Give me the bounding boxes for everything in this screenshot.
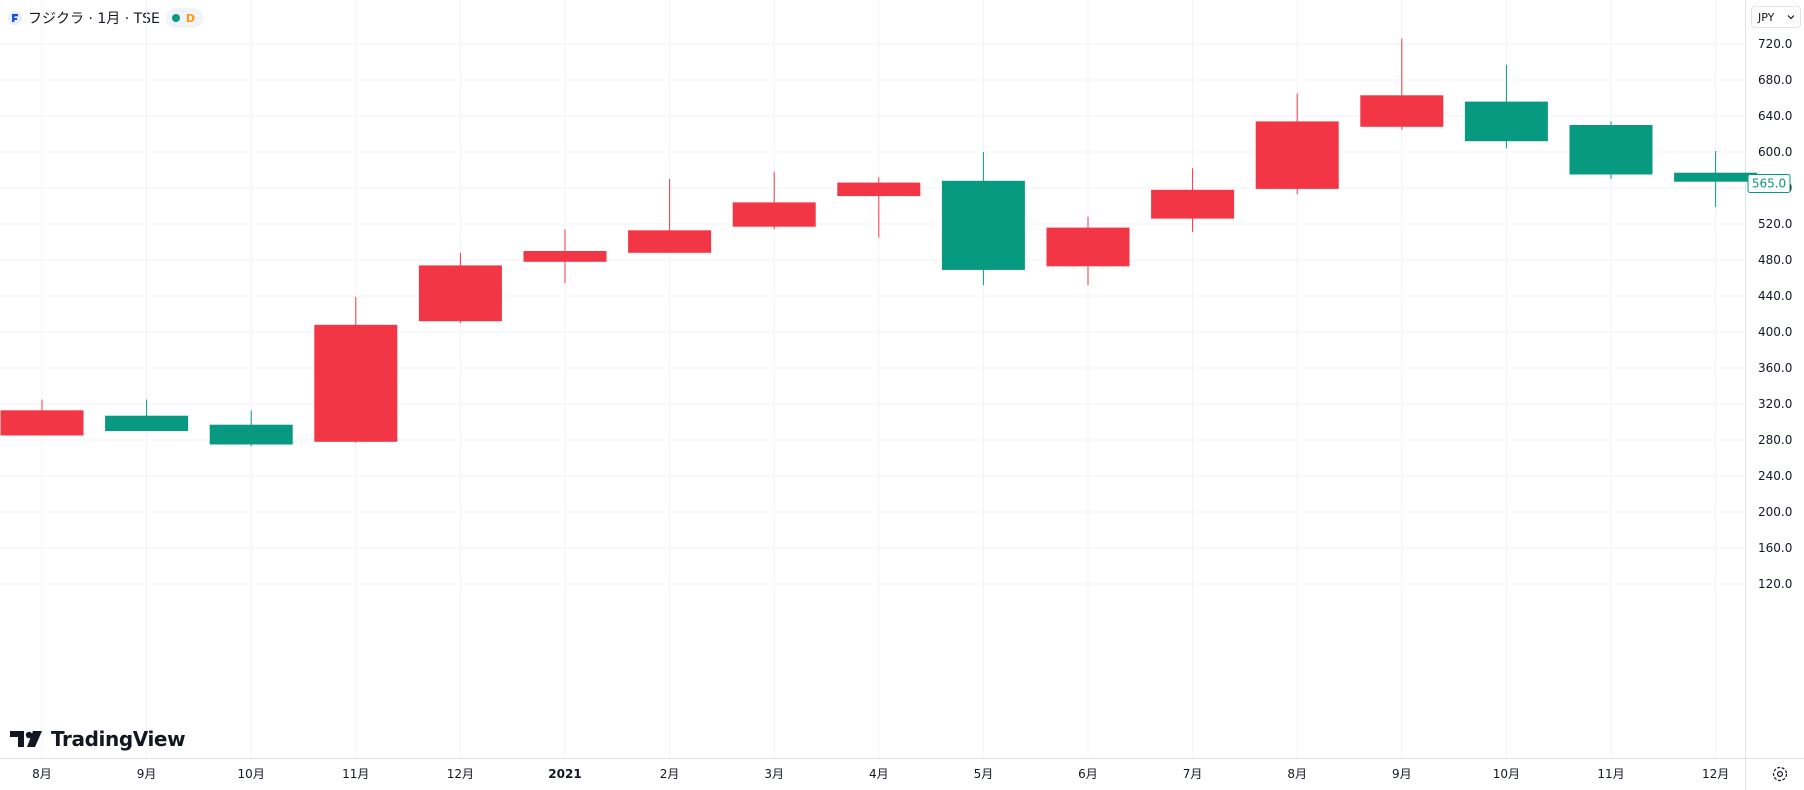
delayed-data-badge: D	[185, 11, 196, 25]
y-tick-label: 440.0	[1758, 289, 1792, 303]
candle-body[interactable]	[732, 202, 816, 227]
y-tick-label: 200.0	[1758, 505, 1792, 519]
x-tick-label: 2021	[548, 767, 581, 781]
candle-body[interactable]	[837, 182, 921, 197]
x-tick-label: 7月	[1183, 767, 1203, 781]
candle-body[interactable]	[105, 415, 189, 431]
x-tick-label: 8月	[1287, 767, 1307, 781]
tradingview-logo-icon	[10, 731, 42, 747]
y-tick-label: 680.0	[1758, 73, 1792, 87]
tradingview-watermark[interactable]: TradingView	[9, 727, 186, 751]
x-tick-label: 12月	[447, 767, 474, 781]
candle-body[interactable]	[1046, 227, 1130, 267]
y-tick-label: 640.0	[1758, 109, 1792, 123]
candle-body[interactable]	[209, 424, 293, 445]
x-tick-label: 9月	[137, 767, 157, 781]
candle-body[interactable]	[1674, 172, 1758, 182]
candle-body[interactable]	[314, 324, 398, 442]
y-tick-label: 600.0	[1758, 145, 1792, 159]
x-tick-label: 10月	[238, 767, 265, 781]
x-tick-label: 10月	[1493, 767, 1520, 781]
candle-body[interactable]	[0, 410, 84, 436]
candle-body[interactable]	[523, 251, 607, 262]
y-tick-label: 520.0	[1758, 217, 1792, 231]
y-tick-label: 480.0	[1758, 253, 1792, 267]
x-tick-label: 9月	[1392, 767, 1412, 781]
y-tick-label: 320.0	[1758, 397, 1792, 411]
candle-body[interactable]	[1360, 95, 1444, 127]
candle-body[interactable]	[628, 230, 712, 253]
x-tick-label: 6月	[1078, 767, 1098, 781]
currency-selector[interactable]: JPY	[1751, 6, 1801, 28]
chevron-down-icon	[1787, 15, 1795, 20]
currency-label: JPY	[1758, 10, 1775, 24]
candle-body[interactable]	[1151, 189, 1235, 219]
symbol-title[interactable]: フジクラ · 1月 · TSE	[28, 11, 160, 27]
candle-body[interactable]	[1255, 121, 1339, 189]
gear-icon[interactable]	[1771, 765, 1789, 783]
fujikura-logo-icon	[8, 11, 22, 25]
y-tick-label: 160.0	[1758, 541, 1792, 555]
y-tick-label: 360.0	[1758, 361, 1792, 375]
last-price-label: 565.0	[1752, 177, 1786, 191]
market-status[interactable]: D	[165, 8, 204, 28]
candle-body[interactable]	[941, 180, 1025, 270]
candle-body[interactable]	[1569, 125, 1653, 175]
x-tick-label: 5月	[974, 767, 994, 781]
watermark-text: TradingView	[51, 727, 186, 751]
y-tick-label: 120.0	[1758, 577, 1792, 591]
candle-body[interactable]	[1464, 101, 1548, 142]
y-tick-label: 240.0	[1758, 469, 1792, 483]
candle-body[interactable]	[418, 265, 502, 322]
y-tick-label: 280.0	[1758, 433, 1792, 447]
last-price-marker	[1747, 174, 1791, 193]
symbol-header[interactable]: フジクラ · 1月 · TSE D	[8, 8, 204, 28]
x-tick-label: 11月	[1597, 767, 1624, 781]
x-tick-label: 4月	[869, 767, 889, 781]
market-open-dot-icon	[171, 14, 180, 22]
x-tick-label: 11月	[342, 767, 369, 781]
x-tick-label: 2月	[660, 767, 680, 781]
x-tick-label: 3月	[764, 767, 784, 781]
y-tick-label: 400.0	[1758, 325, 1792, 339]
x-tick-label: 8月	[32, 767, 52, 781]
x-tick-label: 12月	[1702, 767, 1729, 781]
y-tick-label: 720.0	[1758, 37, 1792, 51]
